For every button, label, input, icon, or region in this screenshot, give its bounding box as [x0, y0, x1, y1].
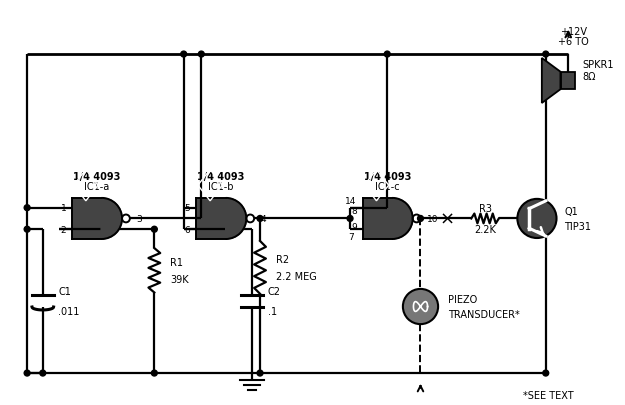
- Text: TRANSDUCER*: TRANSDUCER*: [448, 309, 519, 320]
- Text: IC1-b: IC1-b: [208, 182, 234, 192]
- Text: 2.2 MEG: 2.2 MEG: [276, 271, 316, 281]
- Text: .1: .1: [268, 306, 277, 316]
- Text: 1/4 4093: 1/4 4093: [198, 172, 244, 182]
- Text: 3: 3: [137, 214, 142, 224]
- Text: 1/4 4093: 1/4 4093: [364, 172, 411, 182]
- Text: SPKR1: SPKR1: [582, 60, 614, 70]
- Text: 8: 8: [351, 207, 357, 215]
- Circle shape: [518, 199, 556, 239]
- Circle shape: [151, 370, 158, 376]
- Text: 14: 14: [346, 197, 357, 206]
- Text: *SEE TEXT: *SEE TEXT: [522, 390, 573, 400]
- Text: 4: 4: [261, 214, 267, 224]
- Circle shape: [151, 227, 158, 232]
- Circle shape: [403, 289, 438, 324]
- Text: 8Ω: 8Ω: [582, 71, 596, 81]
- Text: IC1-c: IC1-c: [375, 182, 399, 192]
- Text: 6: 6: [185, 225, 191, 234]
- Circle shape: [347, 216, 353, 222]
- Circle shape: [257, 370, 263, 376]
- Text: 7: 7: [348, 232, 354, 241]
- Text: C2: C2: [268, 287, 281, 296]
- Text: 39K: 39K: [170, 275, 189, 284]
- Text: 1: 1: [61, 204, 66, 213]
- Circle shape: [543, 52, 549, 58]
- Text: +6 TO: +6 TO: [558, 37, 589, 47]
- Text: R1: R1: [170, 257, 183, 267]
- Text: 5: 5: [185, 204, 191, 213]
- Circle shape: [24, 205, 30, 211]
- Bar: [362, 198, 392, 239]
- Polygon shape: [226, 198, 246, 239]
- Text: 9: 9: [351, 222, 357, 231]
- Circle shape: [257, 216, 263, 222]
- Text: IC1-a: IC1-a: [84, 182, 109, 192]
- Text: R2: R2: [276, 254, 289, 264]
- Text: R3: R3: [479, 203, 492, 213]
- Circle shape: [24, 227, 30, 232]
- Bar: [72, 198, 101, 239]
- Circle shape: [418, 216, 423, 222]
- Circle shape: [181, 52, 187, 58]
- Text: 1/4 4093: 1/4 4093: [73, 172, 120, 182]
- Text: PIEZO: PIEZO: [448, 294, 477, 304]
- Text: .011: .011: [59, 306, 80, 316]
- Text: C1: C1: [59, 287, 71, 296]
- Polygon shape: [101, 198, 122, 239]
- Text: ×: ×: [439, 210, 454, 228]
- Bar: [561, 72, 575, 90]
- Bar: [196, 198, 226, 239]
- Text: TIP31: TIP31: [564, 222, 591, 232]
- Circle shape: [40, 370, 46, 376]
- Polygon shape: [392, 198, 412, 239]
- Circle shape: [198, 52, 204, 58]
- Text: 2: 2: [61, 225, 66, 234]
- Text: 2.2K: 2.2K: [474, 225, 496, 234]
- Circle shape: [24, 370, 30, 376]
- Text: Q1: Q1: [564, 206, 578, 216]
- Circle shape: [543, 370, 549, 376]
- Polygon shape: [542, 59, 561, 104]
- Circle shape: [384, 52, 390, 58]
- Text: 10: 10: [428, 214, 439, 224]
- Text: +12V: +12V: [559, 26, 587, 36]
